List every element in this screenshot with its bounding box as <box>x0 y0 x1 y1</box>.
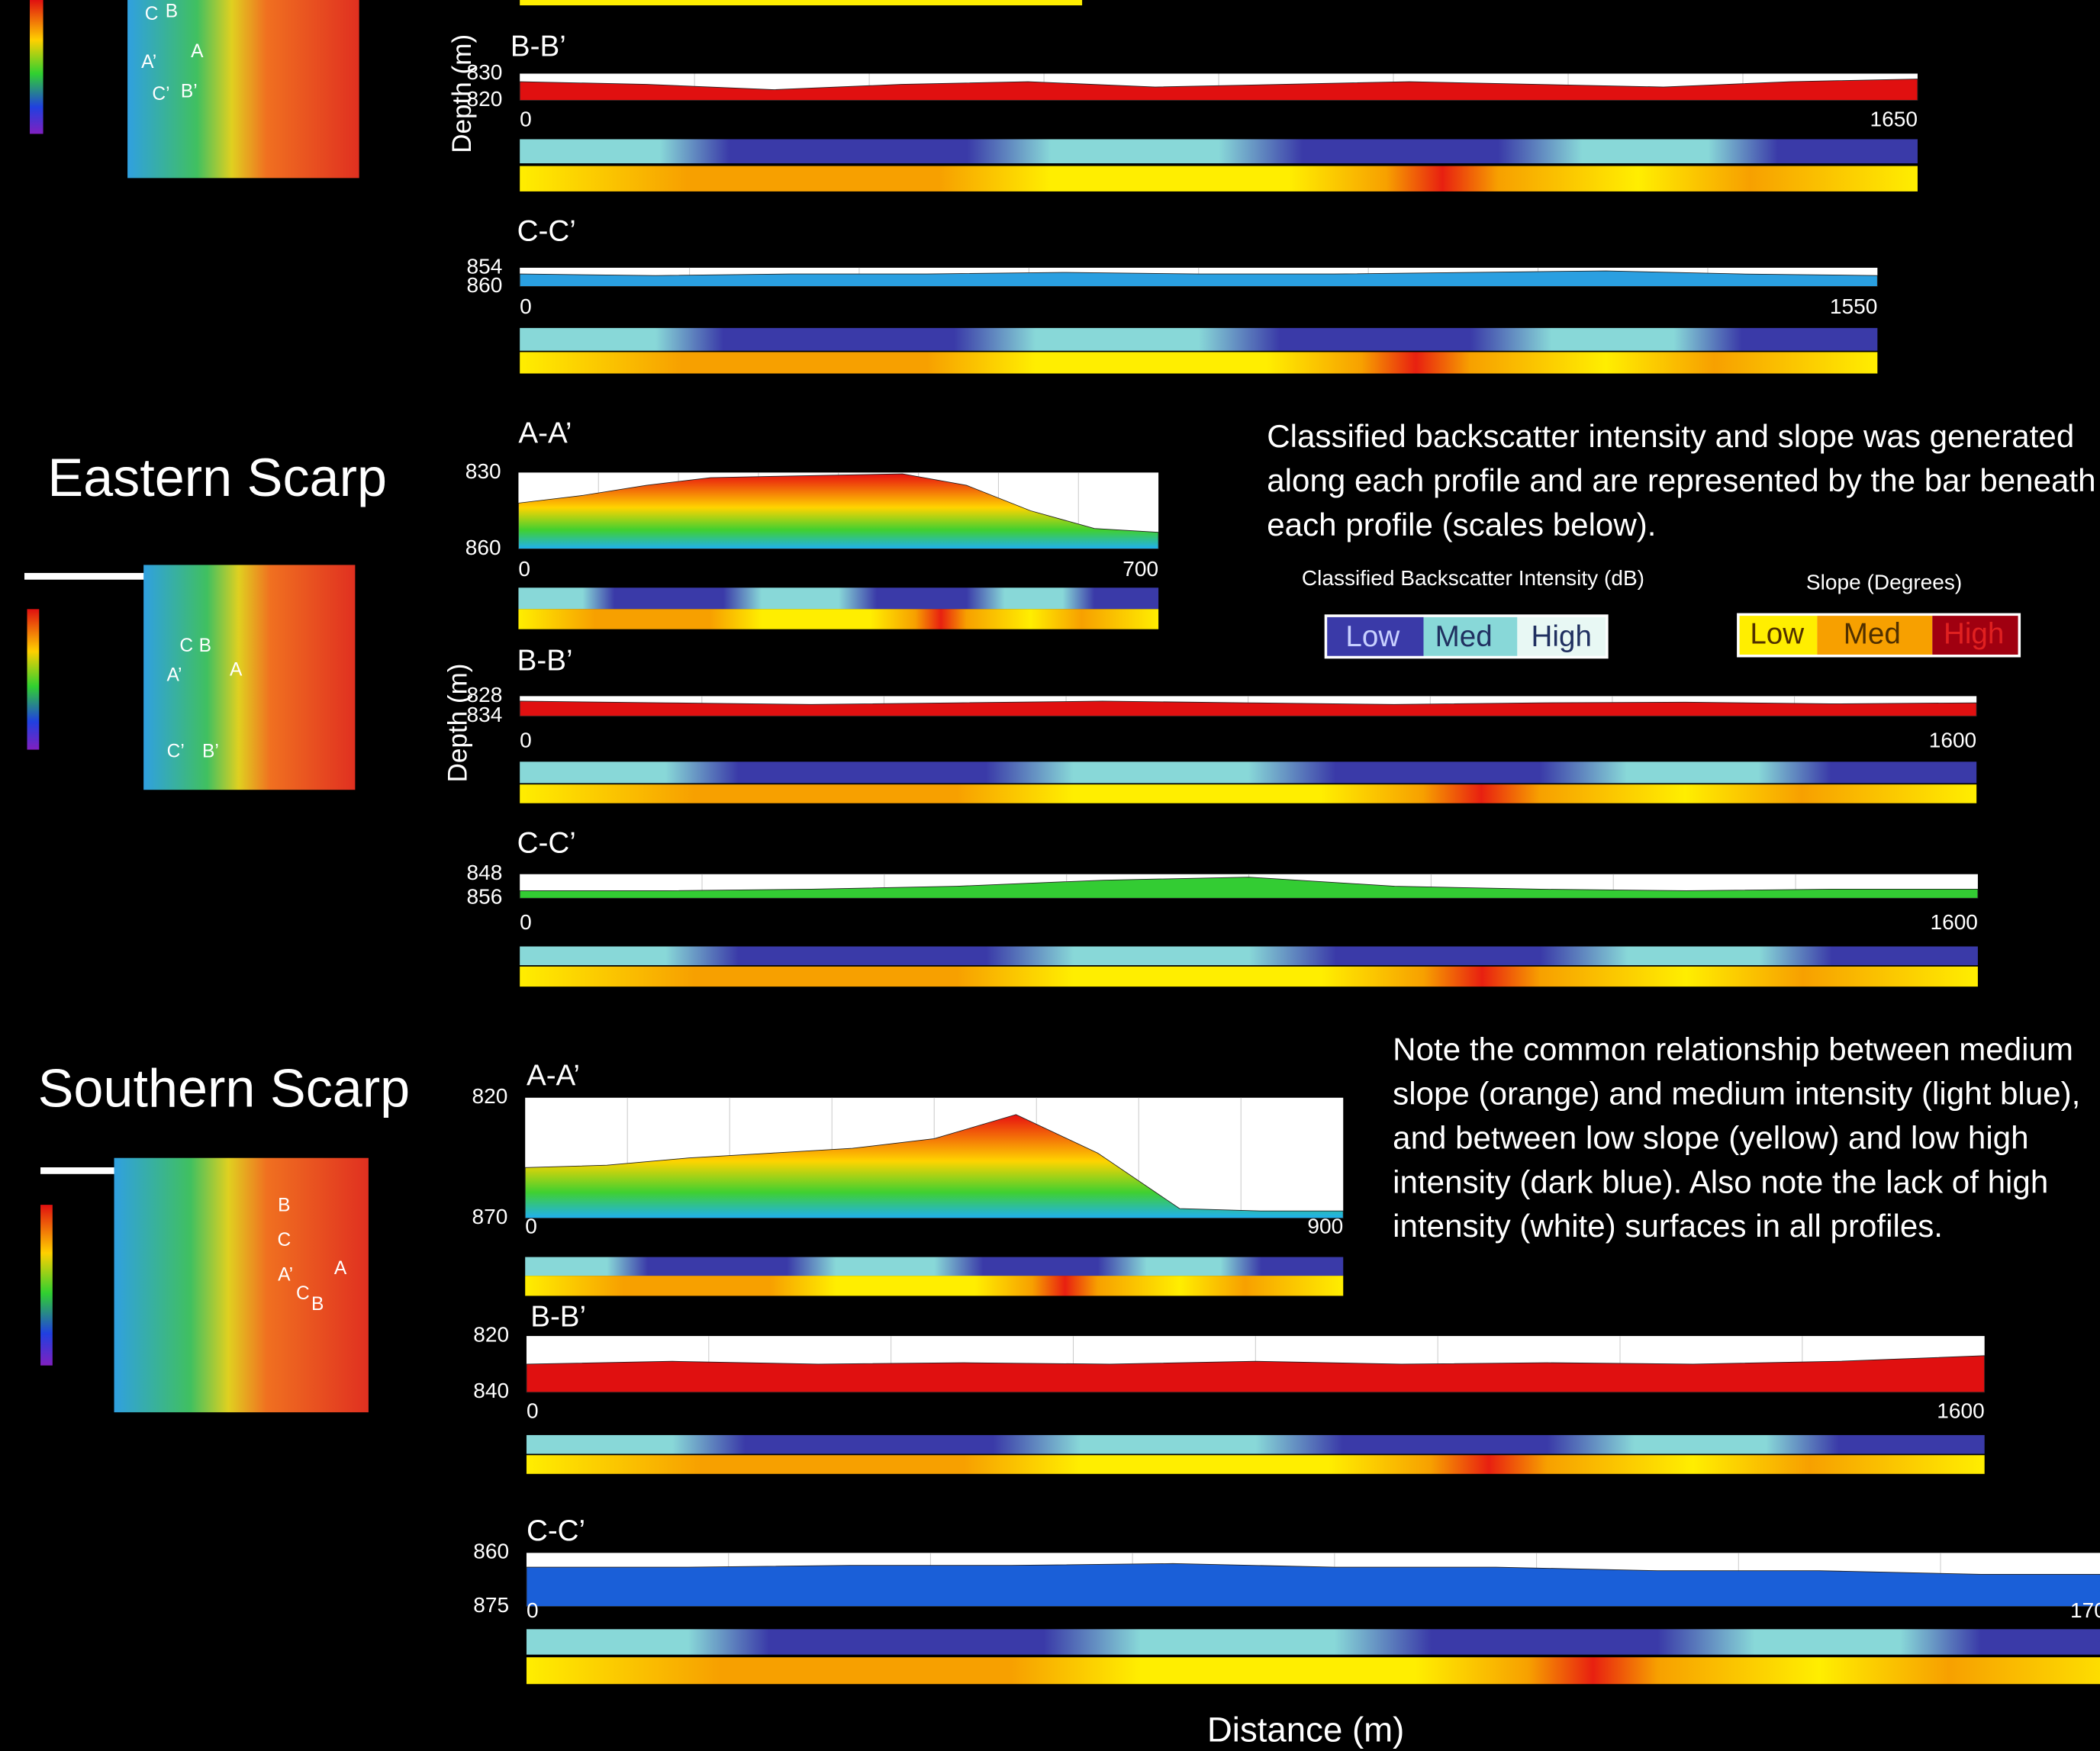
distance-tick-label: 0 <box>525 1214 537 1238</box>
depth-tick-label: 830 <box>465 459 501 483</box>
depth-tick-label: 860 <box>467 273 503 297</box>
distance-tick-label: 1600 <box>1937 1399 1984 1423</box>
map-southern <box>40 1158 369 1412</box>
profile-label: A-A’ <box>518 417 572 449</box>
legend-label: Low <box>1345 620 1399 653</box>
profile-label: A-A’ <box>527 1060 580 1093</box>
distance-tick-label: 1600 <box>1930 910 1977 934</box>
intro: Classified backscatter intensity and slo… <box>1267 415 2097 562</box>
intensity-bar <box>520 139 1918 163</box>
colorbar <box>30 0 43 134</box>
slope-bar <box>518 609 1158 629</box>
intensity-bar <box>527 1435 1985 1454</box>
distance-tick-label: 900 <box>1307 1214 1343 1238</box>
slope-bar <box>520 784 1976 803</box>
slope-bar <box>525 1276 1343 1296</box>
depth-tick-label: 856 <box>467 885 503 909</box>
profile-label: B-B’ <box>530 1300 586 1333</box>
distance-tick-label: 0 <box>520 295 532 318</box>
note: Note the common relationship between med… <box>1393 1028 2099 1296</box>
legend-title: Classified Backscatter Intensity (dB) <box>1302 566 1644 590</box>
map-label: A’ <box>278 1265 293 1286</box>
profile-label: B-B’ <box>511 30 566 63</box>
intensity-bar <box>518 587 1158 609</box>
note-text: Note the common relationship between med… <box>1393 1028 2099 1250</box>
distance-tick-label: 0 <box>518 557 530 581</box>
map-label: B’ <box>202 742 219 762</box>
map-label: C <box>296 1283 310 1304</box>
map-label: A <box>334 1258 347 1279</box>
slope-bar <box>520 967 1978 987</box>
legend-title: Slope (Degrees) <box>1806 570 1962 594</box>
depth-tick-label: 834 <box>467 703 503 726</box>
map-label: A’ <box>141 52 156 72</box>
map-label: C <box>179 636 193 656</box>
depth-tick-label: 840 <box>473 1379 509 1402</box>
map-label: A <box>191 41 204 62</box>
distance-tick-label: 0 <box>520 728 532 752</box>
depth-tick-label: 820 <box>473 1322 509 1346</box>
map-label: A’ <box>166 665 182 686</box>
legend-label: High <box>1532 620 1592 653</box>
map-label: C’ <box>152 84 169 105</box>
profile-label: C-C’ <box>517 215 576 248</box>
distance-tick-label: 0 <box>527 1399 539 1423</box>
legend-label: High <box>1944 618 2004 651</box>
profile-label: C-C’ <box>527 1514 585 1547</box>
profile-label: C-C’ <box>517 826 576 859</box>
slope-bar <box>527 1657 2100 1684</box>
depth-profile <box>520 701 1976 716</box>
depth-tick-label: 848 <box>467 861 503 884</box>
intensity-bar <box>520 761 1976 783</box>
depth-tick-label: 830 <box>467 60 503 84</box>
slope-bar <box>520 166 1918 192</box>
map-label: B <box>278 1195 290 1215</box>
legend-label: Low <box>1750 618 1804 651</box>
depth-tick-label: 875 <box>473 1593 509 1617</box>
depth-tick-label: 860 <box>465 536 501 559</box>
slope-bar <box>520 352 1877 373</box>
legend-label: Med <box>1435 620 1493 653</box>
map-label: B’ <box>181 82 198 102</box>
cut-bar <box>520 0 1082 5</box>
map <box>114 1158 369 1412</box>
map-label: B <box>311 1294 324 1315</box>
intensity-bar <box>525 1257 1343 1276</box>
axis-label: Distance (m) <box>1207 1710 1405 1749</box>
intro-text: Classified backscatter intensity and slo… <box>1267 415 2097 548</box>
map-label: A <box>230 660 243 681</box>
profile-label: B-B’ <box>517 645 573 678</box>
distance-tick-label: 700 <box>1122 557 1158 581</box>
distance-tick-label: 1550 <box>1830 295 1877 318</box>
poster: Eastern Scarp Southern Scarp Depth (m) D… <box>0 0 2100 1751</box>
depth-tick-label: 860 <box>473 1540 509 1563</box>
map-label: B <box>166 1 178 21</box>
distance-tick-label: 1650 <box>1870 107 1918 130</box>
legend-label: Med <box>1844 618 1901 651</box>
section-title: Eastern Scarp <box>47 447 387 507</box>
intensity-bar <box>520 328 1877 351</box>
map-eastern <box>24 565 355 790</box>
distance-tick-label: 1700 <box>2070 1598 2100 1622</box>
distance-tick-label: 0 <box>520 107 532 130</box>
map-label: C’ <box>167 742 185 762</box>
intensity-bar <box>520 946 1978 965</box>
depth-tick-label: 820 <box>467 87 503 111</box>
colorbar <box>40 1205 53 1366</box>
map-label: B <box>199 636 211 656</box>
slope-bar <box>527 1455 1985 1474</box>
distance-tick-label: 1600 <box>1929 728 1976 752</box>
section-title: Southern Scarp <box>38 1057 411 1118</box>
distance-tick-label: 0 <box>520 910 532 934</box>
colorbar <box>27 609 39 749</box>
page: Eastern Scarp Southern Scarp Depth (m) D… <box>0 0 2100 1751</box>
intensity-bar <box>527 1629 2100 1654</box>
map-label: C <box>145 4 159 24</box>
distance-tick-label: 0 <box>527 1598 539 1622</box>
map-label: C <box>278 1230 291 1250</box>
depth-tick-label: 820 <box>472 1084 508 1108</box>
depth-tick-label: 870 <box>472 1205 508 1228</box>
